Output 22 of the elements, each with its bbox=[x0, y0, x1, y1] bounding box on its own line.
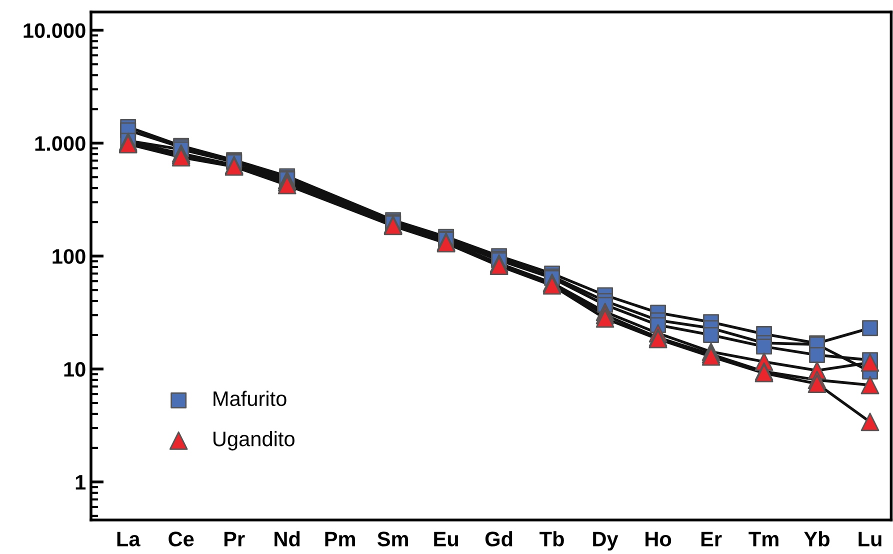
x-tick-label: La bbox=[117, 532, 140, 546]
y-tick-label: 10.000 bbox=[24, 23, 86, 38]
y-tick-label: 1 bbox=[76, 475, 86, 490]
x-tick-label: Er bbox=[701, 532, 722, 546]
y-tick-label: 10 bbox=[64, 362, 86, 377]
x-tick-label: Ho bbox=[646, 532, 672, 546]
legend-label: Ugandito bbox=[214, 431, 294, 450]
y-tick-label: 100 bbox=[52, 249, 86, 264]
x-tick-label: Gd bbox=[485, 531, 512, 546]
x-tick-label: Ce bbox=[168, 532, 194, 546]
x-tick-label: Yb bbox=[804, 531, 830, 546]
x-tick-label: Tm bbox=[748, 532, 778, 546]
legend-label: Mafurito bbox=[214, 390, 286, 406]
y-tick-label: 1.000 bbox=[35, 136, 86, 151]
x-tick-label: Dy bbox=[593, 532, 618, 551]
x-tick-label: Lu bbox=[858, 532, 882, 546]
x-tick-label: Pr bbox=[224, 532, 245, 546]
x-tick-label: Sm bbox=[377, 532, 408, 546]
x-tick-label: Pm bbox=[325, 532, 355, 546]
x-tick-label: Tb bbox=[540, 531, 564, 546]
x-tick-label: Nd bbox=[274, 531, 300, 546]
x-tick-label: Eu bbox=[434, 532, 458, 546]
